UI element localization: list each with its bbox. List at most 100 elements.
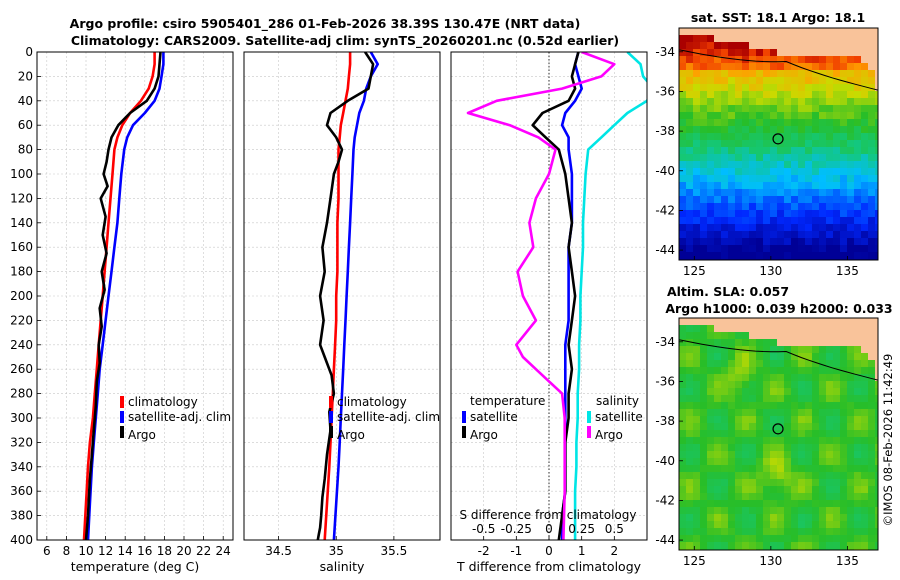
map-cell [833,210,841,218]
map-cell [735,196,743,204]
map-cell [721,409,729,417]
map-cell [686,175,694,183]
map-cell [679,133,687,141]
x-tick-label: 135 [836,264,859,278]
map-cell [840,528,848,536]
map-cell [686,416,694,424]
map-cell [749,409,757,417]
map-cell [791,35,799,43]
map-cell [833,346,841,354]
map-cell [749,367,757,375]
map-cell [868,49,876,57]
map-cell [791,395,799,403]
map-cell [798,161,806,169]
map-cell [763,542,771,550]
map-cell [833,203,841,211]
map-cell [742,238,750,246]
map-cell [749,416,757,424]
map-cell [798,339,806,347]
map-cell [728,154,736,162]
map-cell [693,451,701,459]
series-line-argo [84,52,162,540]
map-cell [714,203,722,211]
map-cell [784,528,792,536]
map-cell [749,346,757,354]
map-cell [728,479,736,487]
y-tick-label: -40 [655,454,675,468]
map-cell [756,252,764,260]
map-cell [707,245,715,253]
map-cell [728,77,736,85]
map-cell [840,402,848,410]
map-cell [777,56,785,64]
map-cell [875,339,878,347]
map-cell [854,451,862,459]
map-cell [840,451,848,459]
map-cell [805,105,813,113]
map-cell [756,430,764,438]
map-cell [707,56,715,64]
map-cell [735,507,743,515]
map-cell [805,318,813,326]
map-cell [742,126,750,134]
map-cell [854,458,862,466]
map-cell [749,182,757,190]
map-cell [735,28,743,36]
map-cell [854,423,862,431]
map-cell [819,133,827,141]
map-cell [861,189,869,197]
map-cell [679,35,687,43]
map-cell [819,507,827,515]
map-cell [847,49,855,57]
map-cell [875,360,878,368]
map-cell [868,147,876,155]
map-cell [700,353,708,361]
map-cell [679,56,687,64]
map-cell [819,98,827,106]
map-cell [826,332,834,340]
map-cell [756,105,764,113]
map-cell [805,388,813,396]
map-cell [714,493,722,501]
map-cell [847,105,855,113]
map-cell [714,409,722,417]
map-cell [826,500,834,508]
salinity-axis-label: salinity [320,559,365,574]
map-cell [756,168,764,176]
map-cell [819,49,827,57]
map-cell [791,318,799,326]
map-cell [707,154,715,162]
map-cell [700,147,708,155]
map-cell [693,231,701,239]
map-cell [721,486,729,494]
map-cell [854,542,862,550]
map-cell [728,147,736,155]
map-cell [854,49,862,57]
map-cell [749,70,757,78]
map-cell [854,325,862,333]
map-cell [826,535,834,543]
map-cell [833,388,841,396]
map-cell [826,353,834,361]
map-cell [749,395,757,403]
map-cell [763,325,771,333]
map-cell [693,154,701,162]
map-cell [749,535,757,543]
map-cell [770,182,778,190]
map-cell [868,444,876,452]
map-cell [693,63,701,71]
map-cell [714,147,722,155]
map-cell [756,486,764,494]
map-cell [847,360,855,368]
map-cell [791,430,799,438]
map-cell [735,332,743,340]
map-cell [868,451,876,459]
y-tick-label: -38 [655,414,675,428]
map-cell [868,325,876,333]
map-cell [714,154,722,162]
map-cell [798,472,806,480]
map-cell [735,353,743,361]
map-cell [847,28,855,36]
map-cell [686,325,694,333]
map-cell [735,367,743,375]
